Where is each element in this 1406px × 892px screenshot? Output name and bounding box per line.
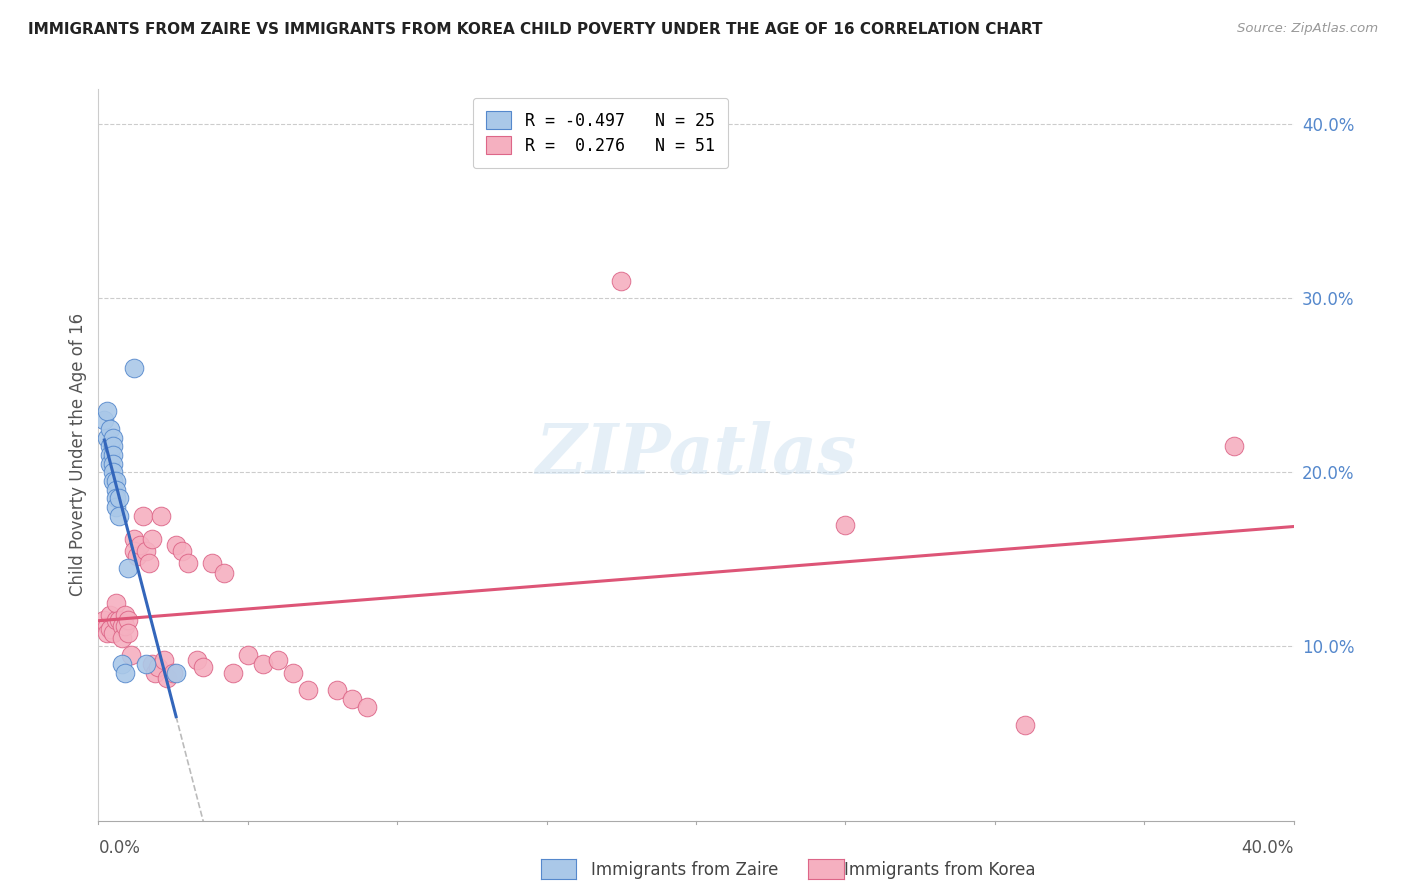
Point	[96, 430, 118, 444]
Point	[135, 543, 157, 558]
Point	[100, 422, 122, 436]
Point	[1014, 718, 1036, 732]
Text: Immigrants from Zaire: Immigrants from Zaire	[591, 861, 778, 879]
Text: 40.0%: 40.0%	[1241, 838, 1294, 857]
Point	[165, 539, 187, 553]
Point	[117, 613, 139, 627]
Point	[96, 625, 118, 640]
Point	[114, 618, 136, 632]
Point	[156, 671, 179, 685]
Point	[834, 517, 856, 532]
Point	[162, 665, 184, 680]
Point	[153, 653, 176, 667]
Point	[143, 665, 166, 680]
Point	[100, 457, 122, 471]
Point	[117, 561, 139, 575]
Point	[105, 613, 128, 627]
Point	[124, 360, 146, 375]
Point	[124, 532, 146, 546]
Point	[120, 648, 142, 663]
Point	[610, 274, 633, 288]
Point	[108, 613, 131, 627]
Point	[105, 500, 128, 515]
Point	[103, 457, 125, 471]
Point	[138, 556, 160, 570]
Point	[212, 566, 235, 581]
Point	[103, 466, 125, 480]
Point	[103, 474, 125, 488]
Legend: R = -0.497   N = 25, R =  0.276   N = 51: R = -0.497 N = 25, R = 0.276 N = 51	[472, 97, 728, 169]
Point	[105, 491, 128, 506]
Text: Source: ZipAtlas.com: Source: ZipAtlas.com	[1237, 22, 1378, 36]
Point	[100, 622, 122, 636]
Point	[356, 700, 378, 714]
Point	[267, 653, 290, 667]
Point	[165, 665, 187, 680]
Point	[111, 618, 134, 632]
Point	[236, 648, 259, 663]
Point	[93, 413, 115, 427]
Point	[103, 430, 125, 444]
Point	[129, 539, 152, 553]
Point	[177, 556, 200, 570]
Point	[222, 665, 245, 680]
Point	[141, 657, 163, 671]
Point	[186, 653, 208, 667]
Point	[96, 618, 118, 632]
Point	[108, 508, 131, 523]
Point	[201, 556, 224, 570]
Point	[105, 474, 128, 488]
Point	[114, 665, 136, 680]
Point	[103, 439, 125, 453]
Point	[148, 660, 170, 674]
Point	[111, 631, 134, 645]
Point	[1223, 439, 1246, 453]
Point	[132, 508, 155, 523]
Text: 0.0%: 0.0%	[98, 838, 141, 857]
Point	[105, 483, 128, 497]
Point	[103, 448, 125, 462]
Point	[93, 613, 115, 627]
Point	[326, 683, 349, 698]
Point	[342, 691, 364, 706]
Point	[117, 625, 139, 640]
Y-axis label: Child Poverty Under the Age of 16: Child Poverty Under the Age of 16	[69, 313, 87, 597]
Point	[108, 491, 131, 506]
Point	[135, 657, 157, 671]
Point	[103, 625, 125, 640]
Point	[172, 543, 194, 558]
Point	[127, 549, 149, 563]
Text: Immigrants from Korea: Immigrants from Korea	[844, 861, 1035, 879]
Point	[141, 532, 163, 546]
Point	[96, 404, 118, 418]
Point	[150, 508, 173, 523]
Point	[281, 665, 304, 680]
Text: IMMIGRANTS FROM ZAIRE VS IMMIGRANTS FROM KOREA CHILD POVERTY UNDER THE AGE OF 16: IMMIGRANTS FROM ZAIRE VS IMMIGRANTS FROM…	[28, 22, 1043, 37]
Text: ZIPatlas: ZIPatlas	[536, 421, 856, 489]
Point	[114, 608, 136, 623]
Point	[124, 543, 146, 558]
Point	[297, 683, 319, 698]
Point	[105, 596, 128, 610]
Point	[100, 439, 122, 453]
Point	[100, 448, 122, 462]
Point	[252, 657, 274, 671]
Point	[111, 657, 134, 671]
Point	[100, 608, 122, 623]
Point	[191, 660, 214, 674]
